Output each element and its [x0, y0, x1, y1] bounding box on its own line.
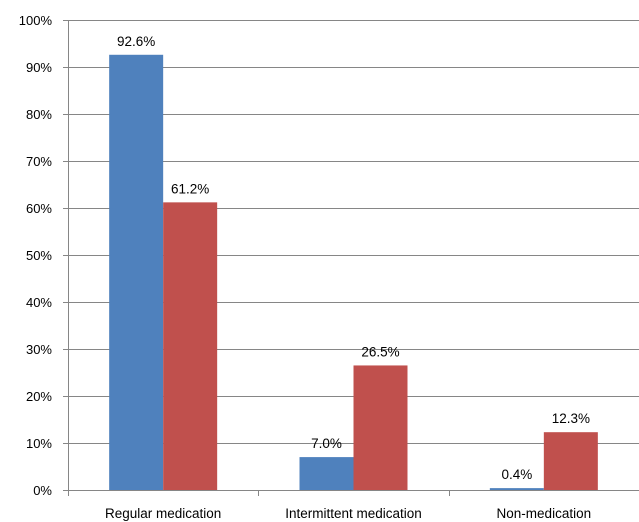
data-label-series-1-0: 92.6% — [117, 34, 155, 49]
y-tick-label: 90% — [26, 60, 52, 75]
y-tick-label: 20% — [26, 389, 52, 404]
bar-series-1-1 — [299, 457, 354, 490]
y-tick-label: 70% — [26, 154, 52, 169]
y-tick-label: 40% — [26, 295, 52, 310]
y-tick-label: 50% — [26, 248, 52, 263]
bar-series-1-2 — [489, 488, 544, 490]
data-label-series-2-0: 61.2% — [171, 181, 209, 196]
y-tick-label: 10% — [26, 436, 52, 451]
data-label-series-2-2: 12.3% — [552, 411, 590, 426]
y-tick-label: 60% — [26, 201, 52, 216]
y-tick-label: 100% — [19, 13, 53, 28]
category-label: Non-medication — [497, 506, 592, 521]
y-tick-label: 30% — [26, 342, 52, 357]
data-label-series-1-2: 0.4% — [501, 467, 532, 482]
bars: 92.6% 7.0% 0.4% 61.2% 26.5% 12.3% — [109, 34, 598, 491]
y-tick-label: 80% — [26, 107, 52, 122]
category-label: Intermittent medication — [285, 506, 422, 521]
bar-series-2-1 — [353, 365, 408, 490]
bar-series-2-2 — [543, 432, 598, 490]
category-label: Regular medication — [105, 506, 221, 521]
bar-series-2-0 — [163, 202, 218, 491]
y-tick-label: 0% — [33, 483, 52, 498]
y-axis: 0% 10% 20% 30% 40% 50% 60% 70% 80% 90% 100% — [19, 13, 69, 498]
data-label-series-1-1: 7.0% — [311, 436, 342, 451]
x-axis: Regular medication Intermittent medicatio… — [68, 490, 639, 521]
bar-series-1-0 — [109, 54, 164, 490]
data-label-series-2-1: 26.5% — [361, 344, 399, 359]
